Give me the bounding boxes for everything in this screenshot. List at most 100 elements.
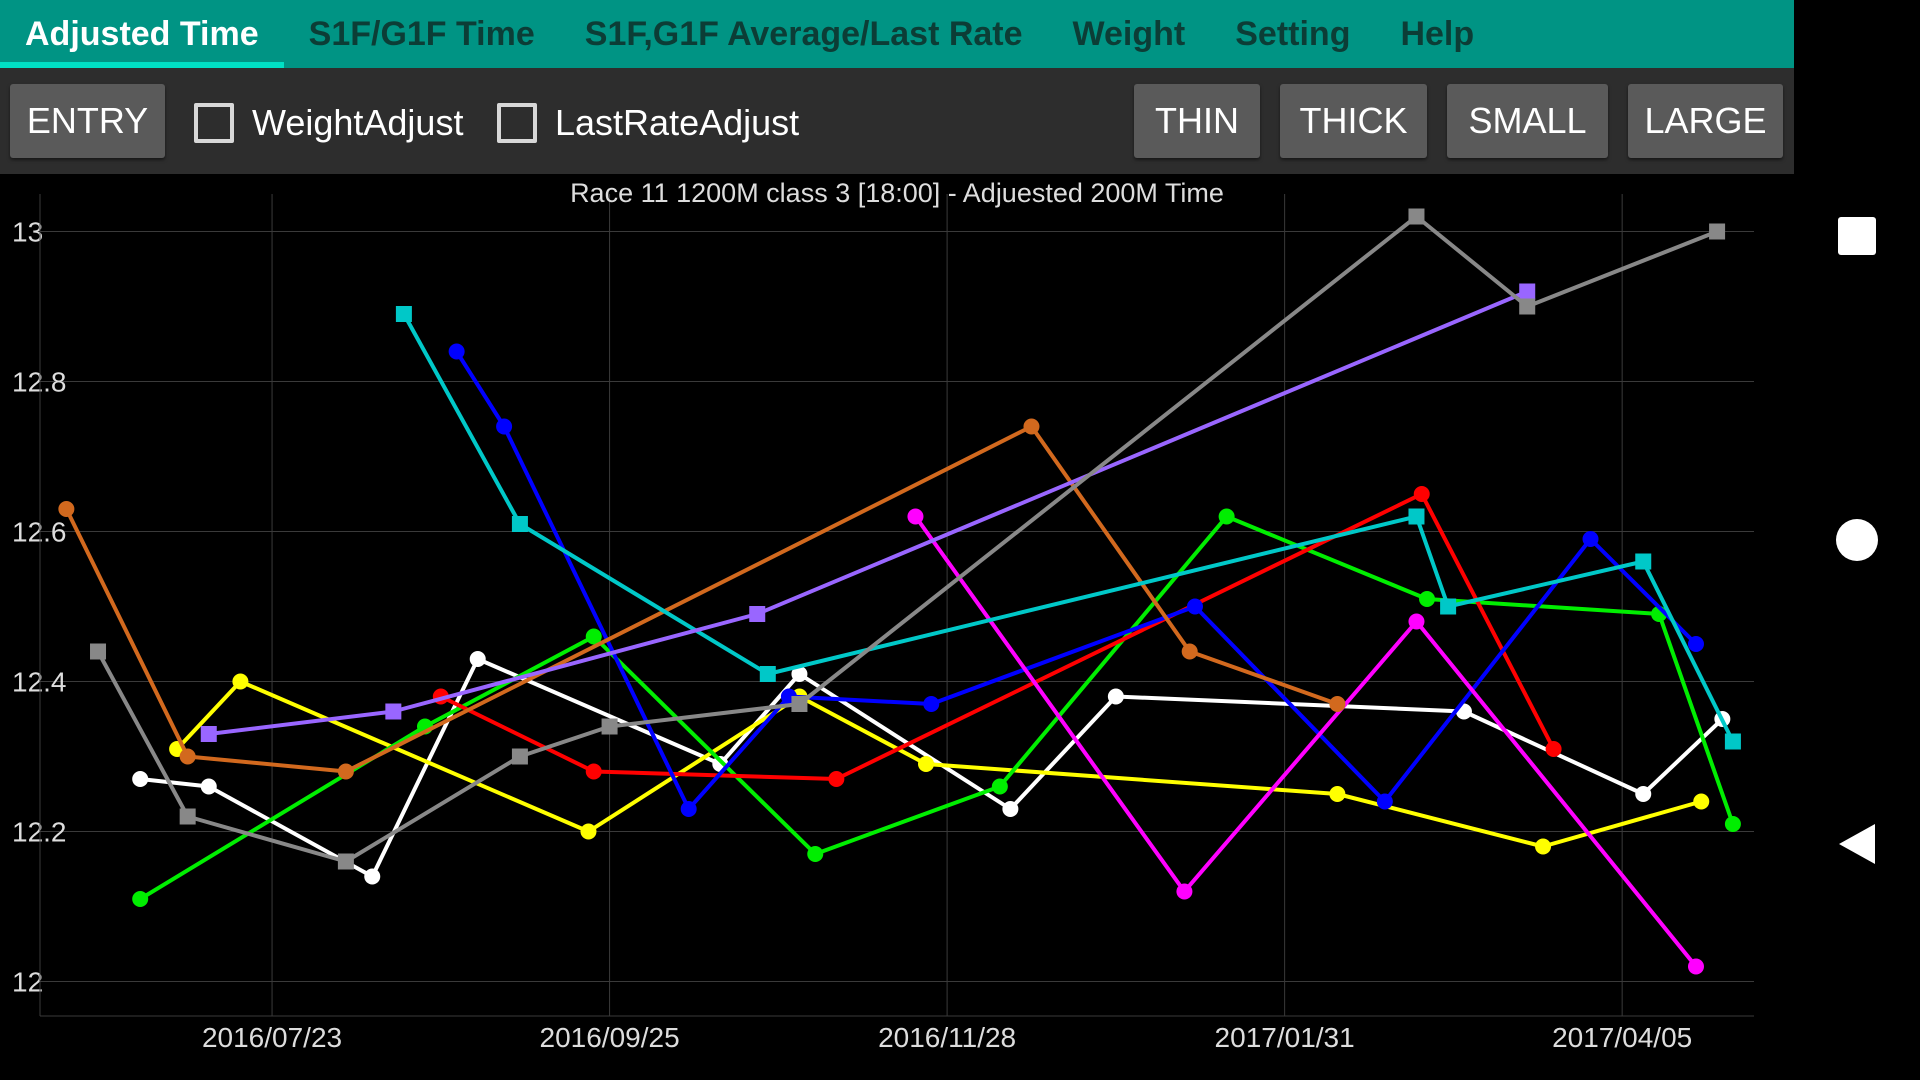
data-point: [1724, 733, 1741, 750]
data-point: [585, 628, 602, 645]
checkbox-icon[interactable]: [497, 103, 537, 143]
data-point: [364, 868, 381, 885]
line-chart: 12 12.2 12.4 12.6 12.8 13 2016/07/23 2016/09/25…: [0, 174, 1794, 1080]
data-point: [1419, 591, 1436, 607]
data-point: [511, 516, 528, 532]
tab-weight[interactable]: Weight: [1072, 14, 1186, 53]
y-tick-label: 12.6: [12, 517, 67, 548]
data-point: [1408, 613, 1425, 630]
data-point: [395, 306, 412, 322]
series-line-8: [208, 289, 1528, 736]
data-point: [791, 666, 808, 682]
data-point: [1186, 598, 1203, 615]
data-point: [1329, 696, 1346, 712]
data-point: [1635, 553, 1652, 570]
y-tick-label: 12.4: [12, 667, 67, 698]
data-point: [1724, 816, 1741, 832]
entry-button[interactable]: ENTRY: [10, 84, 165, 158]
data-point: [1535, 838, 1552, 855]
thin-button[interactable]: THIN: [1134, 84, 1260, 158]
data-point: [991, 778, 1008, 795]
x-tick-label: 2016/07/23: [202, 1022, 342, 1053]
y-tick-label: 12.8: [12, 367, 67, 398]
data-point: [511, 748, 528, 765]
data-point: [1376, 793, 1393, 810]
circle-icon[interactable]: [1794, 510, 1920, 570]
x-tick-label: 2016/09/25: [540, 1022, 680, 1053]
square-icon[interactable]: [1794, 206, 1920, 266]
data-point: [918, 756, 935, 772]
tab-setting[interactable]: Setting: [1235, 14, 1351, 53]
data-point: [496, 418, 513, 435]
data-point: [179, 808, 196, 825]
data-point: [580, 823, 597, 840]
data-point: [1408, 208, 1425, 225]
data-point: [1709, 223, 1726, 240]
tab-s1f-g1f-average-last-rate[interactable]: S1F,G1F Average/Last Rate: [584, 14, 1023, 53]
large-button[interactable]: LARGE: [1628, 84, 1783, 158]
data-point: [1181, 643, 1198, 660]
weight-adjust-label: WeightAdjust: [252, 102, 464, 143]
data-point: [923, 696, 940, 712]
data-point: [1545, 741, 1562, 757]
series-line-5: [913, 515, 1698, 968]
data-point: [337, 763, 354, 780]
y-tick-label: 12: [12, 967, 43, 998]
data-point: [1635, 786, 1652, 802]
y-tick-label: 13: [12, 217, 43, 248]
data-point: [828, 771, 845, 787]
navigation-bar: [1794, 0, 1920, 1080]
data-point: [749, 606, 766, 622]
data-point: [448, 343, 465, 360]
data-point: [1519, 298, 1536, 315]
data-point: [807, 846, 824, 862]
data-point: [1582, 531, 1599, 547]
data-point: [385, 703, 402, 720]
data-point: [132, 891, 149, 907]
last-rate-adjust-label: LastRateAdjust: [555, 102, 800, 143]
data-point: [1002, 801, 1019, 817]
data-point: [1176, 883, 1193, 900]
data-point: [1519, 283, 1536, 300]
tab-s1f-g1f-time[interactable]: S1F/G1F Time: [308, 14, 535, 53]
thick-button[interactable]: THICK: [1280, 84, 1427, 158]
y-tick-label: 12.2: [12, 817, 67, 848]
last-rate-adjust-checkbox[interactable]: LastRateAdjust: [497, 100, 799, 146]
toolbar: ENTRY WeightAdjust LastRateAdjust THIN T…: [0, 68, 1794, 174]
data-point: [90, 643, 107, 660]
tab-adjusted-time[interactable]: Adjusted Time: [0, 0, 284, 68]
data-point: [469, 651, 486, 667]
data-point: [232, 673, 249, 690]
series-line-1: [175, 679, 1702, 849]
data-point: [759, 666, 776, 682]
weight-adjust-checkbox[interactable]: WeightAdjust: [194, 100, 463, 146]
small-button[interactable]: SMALL: [1447, 84, 1608, 158]
data-point: [1413, 486, 1430, 502]
tab-help[interactable]: Help: [1400, 14, 1475, 53]
data-point: [58, 501, 75, 517]
data-point: [601, 718, 618, 735]
data-point: [907, 508, 924, 525]
data-point: [680, 801, 697, 817]
data-point: [1687, 958, 1704, 975]
data-point: [1693, 793, 1710, 810]
data-point: [1440, 598, 1457, 615]
data-point: [1329, 786, 1346, 802]
data-point: [791, 696, 808, 712]
data-point: [337, 853, 354, 870]
data-point: [179, 748, 196, 765]
data-point: [1687, 636, 1704, 652]
data-point: [1218, 508, 1235, 525]
checkbox-icon[interactable]: [194, 103, 234, 143]
tab-bar: Adjusted Time S1F/G1F Time S1F,G1F Average…: [0, 0, 1794, 68]
x-tick-label: 2017/01/31: [1215, 1022, 1355, 1053]
x-tick-label: 2016/11/28: [878, 1022, 1016, 1053]
data-point: [1107, 688, 1124, 705]
back-triangle-icon[interactable]: [1794, 814, 1920, 874]
data-point: [200, 778, 217, 795]
data-point: [1408, 508, 1425, 525]
data-point: [585, 763, 602, 780]
chart-title: Race 11 1200M class 3 [18:00] - Adjueste…: [570, 178, 1224, 208]
x-tick-label: 2017/04/05: [1552, 1022, 1692, 1053]
data-point: [132, 771, 149, 787]
